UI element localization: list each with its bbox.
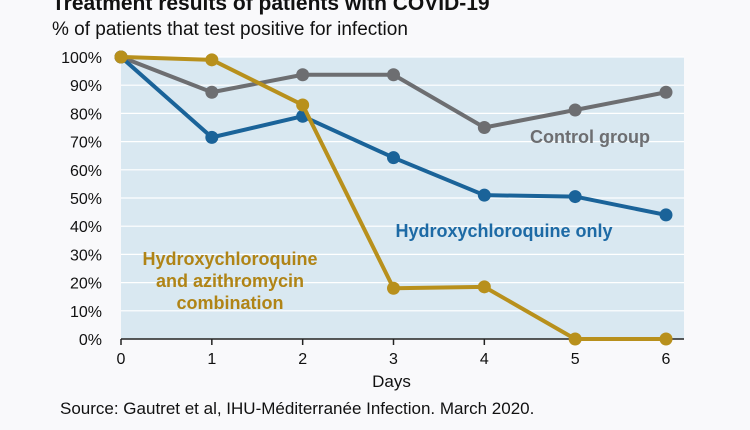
series-label: Hydroxychloroquine [142, 249, 317, 269]
x-tick-label: 5 [571, 351, 580, 368]
data-point [568, 103, 582, 117]
x-tick-label: 6 [662, 351, 671, 368]
x-tick-label: 3 [389, 351, 398, 368]
data-point [568, 190, 582, 204]
chart-title: Treatment results of patients with COVID… [52, 0, 490, 15]
x-tick-label: 1 [207, 351, 216, 368]
data-point [659, 332, 673, 346]
series-0 [114, 50, 673, 134]
y-tick-label: 50% [70, 191, 102, 208]
data-point [659, 208, 673, 222]
x-tick-label: 2 [298, 351, 307, 368]
data-point [205, 85, 219, 99]
data-point [659, 85, 673, 99]
data-point [205, 53, 219, 67]
y-tick-label: 0% [79, 332, 102, 349]
x-axis: 0 1 2 3 4 5 6 [117, 338, 684, 368]
series-1 [114, 50, 673, 222]
data-point [568, 332, 582, 346]
y-tick-label: 60% [70, 163, 102, 180]
source-note: Source: Gautret et al, IHU-Méditerranée … [60, 399, 535, 418]
x-axis-title: Days [372, 372, 411, 391]
y-tick-label: 80% [70, 106, 102, 123]
data-point [387, 151, 400, 165]
y-tick-label: 30% [70, 247, 102, 264]
data-point [477, 121, 491, 134]
series-label: combination [177, 293, 284, 313]
series-group [114, 50, 673, 346]
x-tick-label: 4 [480, 351, 489, 368]
data-point [387, 68, 400, 82]
series-labels: Control group Hydroxychloroquine only Hydr… [142, 127, 650, 313]
series-label: Hydroxychloroquine only [395, 221, 612, 241]
y-tick-label: 100% [61, 50, 102, 67]
y-tick-label: 90% [70, 78, 102, 95]
x-tick-label: 0 [117, 351, 126, 368]
y-tick-label: 10% [70, 304, 102, 321]
data-point [477, 280, 491, 294]
data-point [387, 281, 400, 295]
data-point [296, 68, 310, 82]
data-point [114, 50, 128, 64]
y-axis-ticks: 0% 10% 20% 30% 40% 50% 60% 70% 80% 90% 100% [61, 50, 102, 349]
data-point [477, 188, 491, 202]
y-tick-label: 70% [70, 135, 102, 152]
series-label: Control group [530, 127, 650, 147]
series-label: and azithromycin [156, 271, 304, 291]
y-tick-label: 20% [70, 276, 102, 293]
series-2 [114, 50, 673, 346]
data-point [205, 130, 219, 144]
y-tick-label: 40% [70, 219, 102, 236]
data-point [296, 98, 310, 112]
chart-subtitle: % of patients that test positive for inf… [52, 19, 408, 40]
